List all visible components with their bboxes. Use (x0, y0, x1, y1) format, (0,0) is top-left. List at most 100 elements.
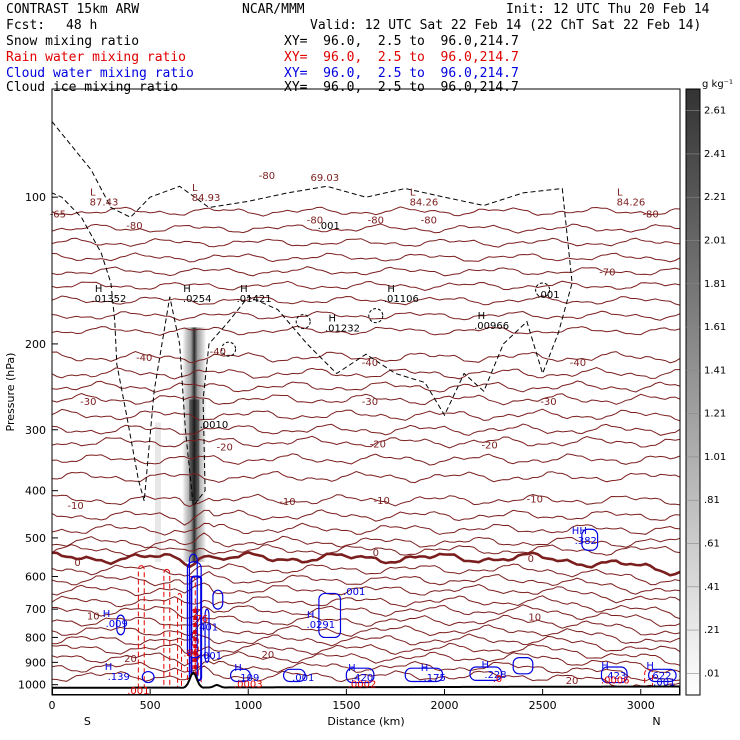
isotherm-label: -40 (570, 358, 586, 369)
y-tick-label: 900 (25, 656, 46, 669)
cloud-water-contour (647, 668, 677, 683)
y-tick-label: 200 (25, 338, 46, 351)
extremum-value: .001 (200, 651, 222, 662)
temperature-isotherms-layer (52, 206, 680, 690)
field-xy-cloud-water: XY= 96.0, 2.5 to 96.0,214.7 (284, 66, 519, 81)
isotherm-label: -20 (217, 443, 233, 454)
x-tick-label: 3000 (627, 699, 655, 712)
extremum-value: 84.26 (410, 197, 439, 208)
isotherm-line (52, 350, 680, 364)
extremum-value: .001 (537, 290, 559, 301)
isotherm-label: 0 (528, 554, 534, 565)
isotherm-label: 0 (373, 548, 379, 559)
x-tick-label: 2000 (431, 699, 459, 712)
isotherm-line (52, 223, 680, 234)
extremum-marker: H (240, 284, 248, 295)
isotherm-label: -10 (374, 496, 390, 507)
extremum-value: .139 (108, 672, 130, 683)
colorbar-label: 1.41 (704, 365, 726, 376)
isotherm-line (52, 571, 680, 595)
isotherm-line (52, 532, 680, 549)
model-title: CONTRAST 15km ARW (6, 2, 140, 17)
extremum-value: .001 (318, 221, 340, 232)
x-end-label-south: S (84, 715, 91, 728)
extremum-marker: H (646, 661, 654, 672)
extremum-marker: H (482, 660, 490, 671)
extremum-value: .01232 (325, 323, 360, 334)
extremum-marker: H (234, 663, 242, 674)
extremum-marker: H (348, 663, 356, 674)
isotherm-line (52, 435, 680, 449)
plot-frame (51, 88, 681, 696)
snow-shading-weak (154, 422, 161, 562)
extremum-value: .382 (575, 536, 597, 547)
colorbar-label: 2.61 (704, 106, 726, 117)
isotherm-label: -40 (136, 353, 152, 364)
isotherm-label: -10 (279, 497, 295, 508)
cloud-ice-contour (221, 341, 237, 357)
y-tick-label: 100 (25, 191, 46, 204)
y-tick-label: 400 (25, 485, 46, 498)
field-name-cloud-ice: Cloud ice mixing ratio (6, 80, 179, 95)
extremum-marker: L (617, 187, 623, 198)
extremum-value: .0003 (234, 680, 263, 691)
isotherm-line (52, 665, 680, 690)
isotherm-line (52, 522, 680, 536)
extremum-value: .01106 (384, 294, 419, 305)
field-name-cloud-water: Cloud water mixing ratio (6, 66, 194, 81)
isotherm-line (52, 366, 680, 380)
extremum-marker: H (307, 610, 315, 621)
isotherm-label: 20 (262, 650, 275, 661)
extremum-value: .001 (653, 677, 675, 688)
isotherm-line (52, 622, 680, 644)
isotherm-line (52, 252, 680, 263)
isotherm-line (52, 651, 680, 673)
isotherm-line (52, 470, 680, 484)
extremum-value: .423 (604, 671, 626, 682)
terrain-surface (52, 671, 680, 695)
isotherm-label: -40 (362, 358, 378, 369)
cloud-ice-contour (368, 308, 384, 324)
terrain-layer (52, 671, 680, 695)
cloud-water-contour (116, 614, 126, 636)
field-xy-snow: XY= 96.0, 2.5 to 96.0,214.7 (284, 34, 519, 49)
x-axis-label: Distance (km) (327, 715, 404, 728)
isotherm-line (52, 392, 680, 406)
cloud-ice-contours-layer (52, 121, 573, 508)
extremum-marker: HH (572, 526, 587, 537)
extremum-value: .009 (106, 619, 128, 630)
extremum-marker: H (103, 609, 111, 620)
extremum-marker: L (192, 183, 198, 194)
isotherm-line (52, 295, 680, 306)
isotherm-label: -30 (362, 397, 378, 408)
colorbar-ramp (685, 88, 701, 696)
extremum-marker: H (95, 284, 103, 295)
valid-time: Valid: 12 UTC Sat 22 Feb 14 (22 ChT Sat … (310, 18, 702, 33)
isotherm-label: 0 (74, 558, 80, 569)
extremum-value: .0002 (348, 680, 377, 691)
isotherm-label: -30 (540, 397, 556, 408)
extremum-value: .109 (237, 673, 259, 684)
extremum-value: .76 (192, 614, 208, 625)
isotherm-line (52, 614, 680, 636)
isotherm-label: -10 (527, 494, 543, 505)
extremum-value: .175 (424, 673, 446, 684)
colorbar-label: 1.01 (704, 452, 726, 463)
y-axis-label: Pressure (hPa) (4, 353, 17, 432)
extremum-marker: H (387, 284, 395, 295)
y-tick-label: 600 (25, 571, 46, 584)
colorbar-label: 2.01 (704, 236, 726, 247)
extremum-value: 87.43 (90, 197, 119, 208)
colorbar-label: .81 (704, 495, 720, 506)
isotherm-label: 10 (87, 612, 100, 623)
snow-shading-layer (154, 327, 207, 562)
cloud-water-contour (282, 668, 306, 683)
rain-contour (163, 568, 171, 694)
colorbar-unit: g kg⁻¹ (702, 79, 733, 90)
isotherm-line (52, 582, 680, 604)
extremum-marker: H (105, 662, 113, 673)
field-name-snow: Snow mixing ratio (6, 34, 140, 49)
isotherm-line (52, 310, 680, 321)
